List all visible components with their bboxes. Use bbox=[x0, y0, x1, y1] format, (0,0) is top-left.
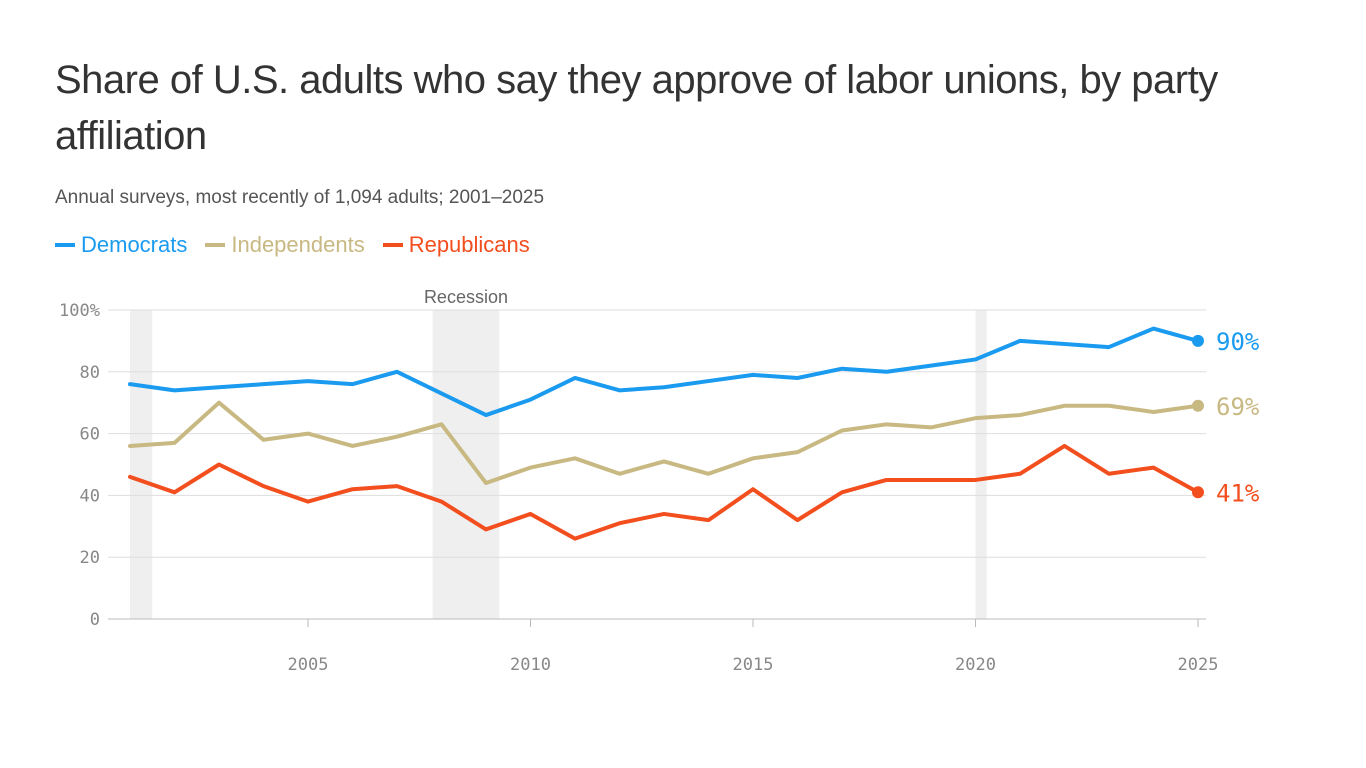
end-label-democrats: 90% bbox=[1216, 328, 1260, 356]
recession-band bbox=[130, 310, 153, 619]
chart-title: Share of U.S. adults who say they approv… bbox=[55, 58, 1218, 158]
y-tick-label: 40 bbox=[80, 486, 100, 506]
legend-swatch-republicans bbox=[382, 243, 403, 247]
y-tick-label: 80 bbox=[80, 363, 100, 383]
recession-band bbox=[975, 310, 987, 619]
x-tick-label: 2025 bbox=[1178, 655, 1219, 675]
y-tick-label: 20 bbox=[80, 548, 100, 568]
end-point-republicans bbox=[1192, 486, 1204, 499]
legend-label-independents: Independents bbox=[231, 232, 365, 257]
legend-label-democrats: Democrats bbox=[81, 232, 188, 257]
y-tick-label: 60 bbox=[80, 425, 100, 445]
series-line-republicans bbox=[128, 443, 1200, 541]
legend-swatch-democrats bbox=[55, 243, 75, 247]
legend-label-republicans: Republicans bbox=[408, 232, 530, 257]
recession-label: Recession bbox=[424, 287, 508, 307]
end-label-independents: 69% bbox=[1216, 393, 1260, 421]
chart-subtitle: Annual surveys, most recently of 1,094 a… bbox=[55, 187, 545, 208]
x-tick-label: 2005 bbox=[288, 655, 329, 675]
legend-item-republicans: Republicans bbox=[382, 232, 530, 258]
series-line-independents bbox=[128, 400, 1200, 486]
end-point-independents bbox=[1192, 399, 1204, 412]
recession-band bbox=[432, 310, 500, 619]
end-label-republicans: 41% bbox=[1216, 479, 1260, 507]
x-tick-label: 2020 bbox=[955, 655, 996, 675]
x-tick-label: 2015 bbox=[733, 655, 774, 675]
legend-item-independents: Independents bbox=[205, 232, 365, 258]
x-tick-label: 2010 bbox=[510, 655, 551, 675]
end-point-democrats bbox=[1192, 334, 1204, 347]
legend: Democrats Independents Republicans bbox=[55, 232, 530, 258]
legend-swatch-independents bbox=[205, 243, 226, 247]
y-tick-label: 100% bbox=[59, 301, 100, 321]
series-line-democrats bbox=[128, 326, 1200, 418]
y-tick-label: 0 bbox=[90, 610, 100, 630]
legend-item-democrats: Democrats bbox=[55, 232, 187, 258]
